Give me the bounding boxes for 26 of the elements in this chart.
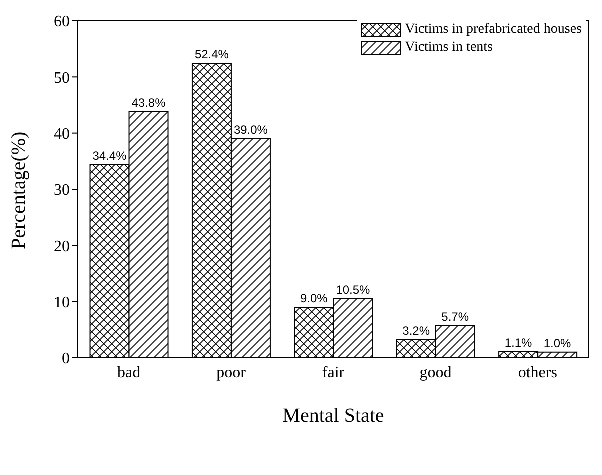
legend-label: Victims in prefabricated houses xyxy=(405,22,582,38)
data-label: 1.0% xyxy=(544,336,572,350)
data-label: 1.1% xyxy=(504,336,533,350)
data-label: 10.5% xyxy=(336,283,371,298)
y-tick-label: 50 xyxy=(54,70,70,87)
y-axis-title: Percentage(%) xyxy=(8,132,30,250)
data-label: 3.2% xyxy=(402,324,430,338)
y-tick-label: 20 xyxy=(54,238,70,256)
data-label: 39.0% xyxy=(234,122,268,137)
x-tick-label: fair xyxy=(322,364,346,382)
data-label: 9.0% xyxy=(300,291,328,306)
x-tick-label: good xyxy=(420,364,452,382)
data-label: 52.4% xyxy=(194,48,230,62)
y-tick-label: 40 xyxy=(54,126,70,144)
data-label: 34.4% xyxy=(92,148,128,163)
x-tick-label: others xyxy=(518,364,558,382)
x-tick-label: poor xyxy=(216,364,247,382)
y-tick-label: 10 xyxy=(54,294,70,312)
y-tick-label: 60 xyxy=(54,14,70,31)
y-tick-label: 30 xyxy=(54,182,70,200)
x-tick-label: bad xyxy=(118,364,141,382)
y-tick-label: 0 xyxy=(62,350,70,368)
data-label: 43.8% xyxy=(132,96,166,110)
x-axis-title: Mental State xyxy=(282,405,384,428)
legend-label: Victims in tents xyxy=(405,40,493,56)
data-label: 5.7% xyxy=(442,310,470,324)
